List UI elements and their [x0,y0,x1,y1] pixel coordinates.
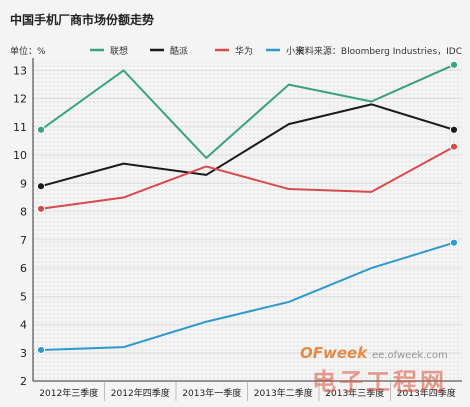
watermark: OFweek ee.ofweek.com 电子工程网 [300,344,448,396]
y-tick-label: 10 [13,149,27,162]
legend-label: 酷派 [170,45,188,57]
x-tick-label: 2013年一季度 [182,387,241,399]
watermark-cn: 电子工程网 [312,368,447,396]
legend-label: 联想 [110,45,128,57]
data-point [36,125,46,134]
watermark-site: ee.ofweek.com [372,350,448,361]
y-tick-label: 9 [20,177,27,190]
y-tick-label: 2 [20,375,27,388]
data-point [36,204,46,213]
watermark-brand: OFweek [300,344,368,362]
data-point [449,142,459,151]
plot-area [33,62,462,381]
y-tick-label: 11 [13,121,27,134]
source-note: 资料来源：Bloomberg Industries，IDC [296,45,462,57]
x-tick-label: 2013年四季度 [397,387,456,399]
x-tick-label: 2013年三季度 [325,387,384,399]
legend: 联想 酷派 华为 小米 [90,45,304,57]
data-point [36,345,46,355]
y-tick-label: 5 [20,290,27,303]
y-tick-label: 7 [20,234,27,247]
y-gridlines [33,70,462,354]
data-point [449,238,459,247]
x-axis: 2012年三季度 2012年四季度 2013年一季度 2013年二季度 2013年三季度… [33,380,462,401]
series-lines [40,63,455,351]
chart-title: 中国手机厂商市场份额走势 [10,12,154,27]
data-point [36,182,46,191]
y-axis-unit: 单位：% [10,45,46,57]
y-tick-label: 12 [13,93,27,106]
x-tick-label: 2013年二季度 [254,387,313,399]
y-tick-label: 13 [13,64,27,77]
y-tick-label: 4 [20,319,27,332]
y-axis: 2 3 4 5 6 7 8 9 10 11 12 13 [13,58,34,388]
legend-label: 华为 [235,45,253,57]
data-point [449,60,459,69]
series-line [40,63,455,159]
x-tick-label: 2012年四季度 [111,387,170,399]
y-tick-label: 6 [20,262,27,275]
series-line [40,103,455,188]
series-points [36,60,459,355]
data-point [449,125,459,134]
y-tick-label: 3 [20,347,27,360]
series-line [40,241,455,351]
legend-label: 小米 [286,45,304,57]
x-tick-label: 2012年三季度 [39,387,98,399]
y-tick-label: 8 [20,206,27,219]
series-line [40,145,455,210]
